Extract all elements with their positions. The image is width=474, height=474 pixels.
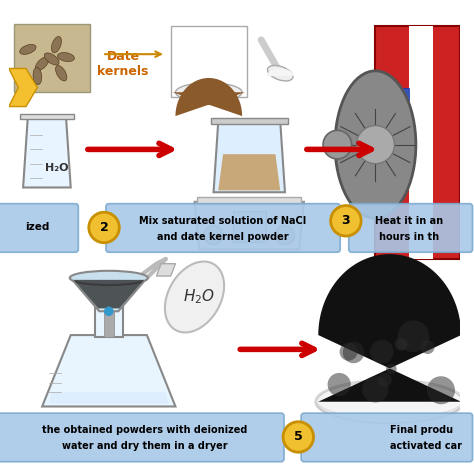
Ellipse shape <box>36 57 49 71</box>
Ellipse shape <box>52 36 62 53</box>
Circle shape <box>323 130 352 159</box>
Circle shape <box>339 343 357 361</box>
Polygon shape <box>197 197 301 204</box>
Polygon shape <box>194 202 304 249</box>
Ellipse shape <box>55 65 67 81</box>
Polygon shape <box>42 335 175 407</box>
Polygon shape <box>9 68 37 107</box>
Text: 2: 2 <box>100 221 109 234</box>
Ellipse shape <box>20 45 36 55</box>
Circle shape <box>89 212 119 243</box>
Circle shape <box>396 339 408 350</box>
Polygon shape <box>165 262 224 332</box>
Text: water and dry them in a dryer: water and dry them in a dryer <box>62 441 228 451</box>
Polygon shape <box>267 68 293 76</box>
Circle shape <box>378 373 392 387</box>
Circle shape <box>421 340 435 354</box>
Polygon shape <box>409 26 433 259</box>
Polygon shape <box>385 88 409 135</box>
FancyBboxPatch shape <box>171 26 247 97</box>
Circle shape <box>398 320 429 352</box>
FancyBboxPatch shape <box>349 204 473 252</box>
Polygon shape <box>49 392 169 404</box>
FancyBboxPatch shape <box>0 413 284 462</box>
Text: $H_2O$: $H_2O$ <box>183 288 215 306</box>
Circle shape <box>394 337 408 351</box>
FancyBboxPatch shape <box>301 413 473 462</box>
Text: and date kernel powder: and date kernel powder <box>157 232 289 242</box>
Text: hours in th: hours in th <box>379 232 439 242</box>
Text: Heat it in an: Heat it in an <box>374 216 443 226</box>
Text: activated car: activated car <box>390 441 462 451</box>
Polygon shape <box>71 278 147 311</box>
Polygon shape <box>156 264 175 276</box>
Text: Final produ: Final produ <box>390 425 453 435</box>
Polygon shape <box>20 114 73 119</box>
Text: ized: ized <box>25 222 50 232</box>
Circle shape <box>370 340 394 364</box>
Polygon shape <box>173 78 245 116</box>
Circle shape <box>104 307 114 316</box>
Circle shape <box>283 422 313 452</box>
FancyBboxPatch shape <box>14 24 90 92</box>
Polygon shape <box>104 311 114 337</box>
Circle shape <box>356 126 394 164</box>
Ellipse shape <box>57 53 74 62</box>
Polygon shape <box>23 116 71 188</box>
Polygon shape <box>375 26 460 259</box>
Polygon shape <box>210 118 288 124</box>
Polygon shape <box>94 307 123 337</box>
Text: the obtained powders with deionized: the obtained powders with deionized <box>42 425 248 435</box>
Ellipse shape <box>33 67 42 85</box>
Circle shape <box>427 376 455 404</box>
Text: Mix saturated solution of NaCl: Mix saturated solution of NaCl <box>139 216 307 226</box>
Circle shape <box>328 373 351 396</box>
Ellipse shape <box>267 65 293 81</box>
Polygon shape <box>73 280 144 309</box>
Circle shape <box>275 226 294 245</box>
Circle shape <box>386 364 397 374</box>
Polygon shape <box>219 154 280 191</box>
Ellipse shape <box>335 71 416 219</box>
Circle shape <box>362 376 389 402</box>
Ellipse shape <box>70 271 148 285</box>
Ellipse shape <box>175 83 242 102</box>
Polygon shape <box>214 121 285 192</box>
Text: 5: 5 <box>294 430 303 444</box>
Ellipse shape <box>316 380 464 423</box>
Text: Date
kernels: Date kernels <box>97 50 149 78</box>
Polygon shape <box>233 211 266 242</box>
FancyBboxPatch shape <box>106 204 340 252</box>
Text: H₂O: H₂O <box>45 164 69 173</box>
Text: 3: 3 <box>342 214 350 228</box>
Circle shape <box>204 226 223 245</box>
Ellipse shape <box>44 53 59 65</box>
Circle shape <box>331 206 361 236</box>
Circle shape <box>343 342 365 363</box>
Polygon shape <box>318 254 461 402</box>
FancyBboxPatch shape <box>0 204 78 252</box>
